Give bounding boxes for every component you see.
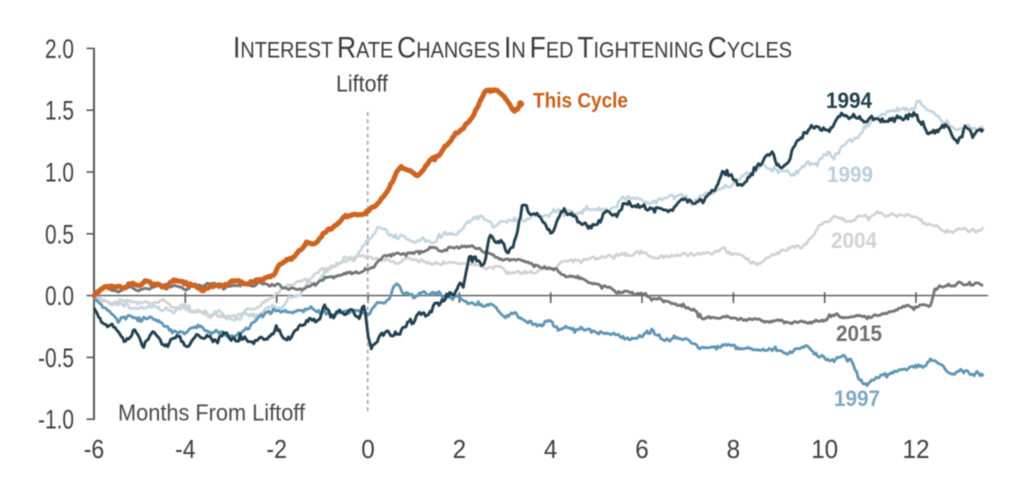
svg-text:-4: -4 [175,434,196,464]
svg-text:Months From Liftoff: Months From Liftoff [118,400,306,426]
svg-text:0: 0 [361,434,375,464]
svg-text:INTEREST RATE CHANGES IN FED T: INTEREST RATE CHANGES IN FED TIGHTENING … [233,32,792,65]
svg-text:1994: 1994 [826,88,873,113]
svg-text:1.0: 1.0 [45,158,74,188]
svg-text:6: 6 [635,434,649,464]
svg-text:10: 10 [811,434,838,464]
svg-text:-1.0: -1.0 [38,405,74,435]
svg-text:2.0: 2.0 [45,34,74,64]
svg-text:2: 2 [453,434,467,464]
svg-text:-2: -2 [266,434,287,464]
svg-text:2015: 2015 [836,321,882,346]
svg-text:2004: 2004 [831,228,878,253]
svg-text:8: 8 [727,434,741,464]
svg-text:1.5: 1.5 [45,96,74,126]
svg-text:0.0: 0.0 [45,281,74,311]
svg-text:0.5: 0.5 [45,219,74,249]
svg-text:4: 4 [544,434,558,464]
svg-text:-0.5: -0.5 [38,343,74,373]
svg-text:This Cycle: This Cycle [533,90,628,113]
svg-text:Liftoff: Liftoff [336,71,389,97]
svg-text:1999: 1999 [827,162,873,187]
svg-text:-6: -6 [84,434,105,464]
svg-text:1997: 1997 [834,386,880,411]
svg-text:12: 12 [903,434,930,464]
